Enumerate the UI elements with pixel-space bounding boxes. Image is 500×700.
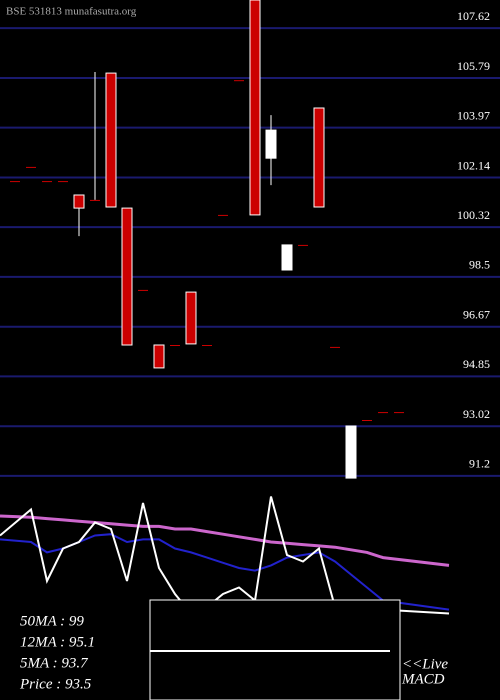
- y-tick-label: 96.67: [463, 307, 490, 321]
- candle-body: [105, 72, 117, 208]
- candle-body: [73, 194, 85, 209]
- chart-title: BSE 531813 munafasutra.org: [6, 6, 137, 18]
- candle-body: [90, 199, 100, 201]
- y-tick-label: 102.14: [457, 158, 490, 172]
- candle-body: [265, 129, 277, 159]
- candle-body: [58, 181, 68, 183]
- candle-body: [42, 181, 52, 183]
- y-tick-label: 103.97: [457, 108, 490, 122]
- indicator-line: [0, 514, 450, 567]
- candle-body: [313, 107, 325, 208]
- candle-body: [234, 80, 244, 82]
- candle-body: [138, 289, 148, 291]
- y-tick-label: 100.32: [457, 208, 490, 222]
- candle-body: [394, 412, 404, 414]
- candle-body: [26, 166, 36, 168]
- ma-label: 50MA : 99: [20, 613, 84, 629]
- candle-body: [10, 181, 20, 183]
- y-tick-label: 93.02: [463, 407, 490, 421]
- y-tick-label: 98.5: [469, 258, 490, 272]
- candle-body: [202, 345, 212, 346]
- candle-body: [362, 420, 372, 421]
- ma-label: 12MA : 95.1: [20, 634, 95, 650]
- candle-body: [249, 0, 261, 216]
- y-tick-label: 107.62: [457, 9, 490, 23]
- candle-body: [218, 214, 228, 216]
- candle-body: [330, 346, 340, 348]
- candle-body: [121, 207, 133, 346]
- ma-label: 5MA : 93.7: [20, 655, 89, 671]
- candle-body: [345, 425, 357, 479]
- y-tick-label: 91.2: [469, 457, 490, 471]
- macd-label: <<Live: [402, 656, 448, 672]
- candle-body: [298, 244, 308, 246]
- macd-label: MACD: [401, 671, 445, 687]
- y-tick-label: 94.85: [463, 357, 490, 371]
- ma-label: Price : 93.5: [19, 676, 92, 692]
- candle-body: [185, 291, 197, 345]
- candle-body: [153, 344, 165, 369]
- candle-body: [281, 244, 293, 271]
- candle-body: [378, 412, 388, 414]
- y-tick-label: 105.79: [457, 59, 490, 73]
- candle-body: [170, 345, 180, 346]
